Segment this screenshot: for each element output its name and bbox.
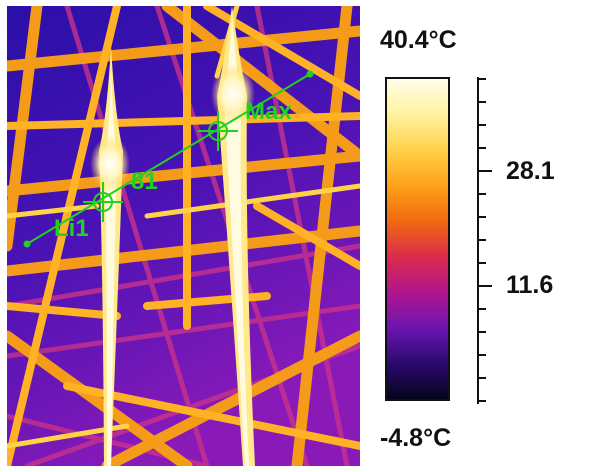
scale-tick-label: 11.6 bbox=[506, 271, 554, 299]
max-label: Max bbox=[245, 98, 292, 125]
line-label: Li1 bbox=[54, 215, 89, 242]
scale-min-label: -4.8°C bbox=[380, 424, 452, 452]
spot-81-crosshair-icon bbox=[83, 182, 123, 222]
scale-ticks bbox=[477, 77, 492, 404]
line-endpoint-end bbox=[306, 70, 314, 78]
warm-structure bbox=[7, 6, 360, 466]
temperature-scale-panel: 40.4°C 28.1 11.6 -4.8°C bbox=[360, 0, 605, 472]
line-endpoint-start bbox=[23, 240, 31, 248]
thermal-image: Li1 81 Max bbox=[7, 6, 360, 466]
measurement-line-li1 bbox=[26, 73, 311, 245]
spot-label: 81 bbox=[131, 168, 158, 195]
color-palette-bar bbox=[385, 77, 450, 401]
hot-bushings bbox=[90, 6, 255, 466]
scale-max-label: 40.4°C bbox=[380, 26, 457, 54]
scale-tick-label: 28.1 bbox=[506, 157, 555, 185]
max-crosshair-icon bbox=[198, 111, 238, 151]
measurement-overlay: Li1 81 Max bbox=[23, 70, 314, 248]
